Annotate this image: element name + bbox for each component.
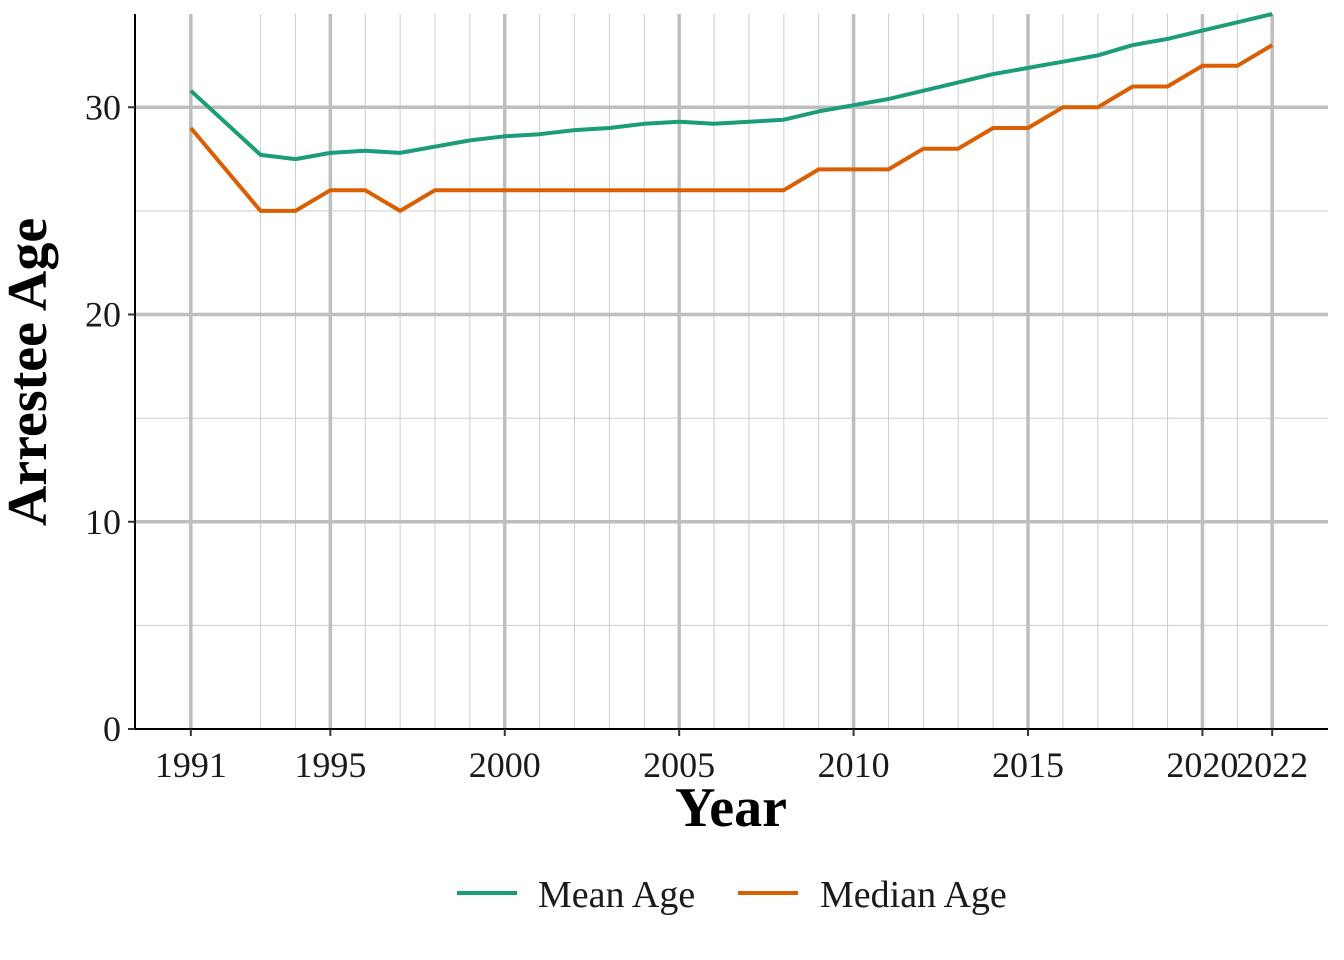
legend-label-mean-age: Mean Age (538, 874, 695, 916)
x-axis-title: Year (675, 777, 787, 839)
grid-major (135, 14, 1328, 729)
y-tick-label: 0 (103, 709, 121, 749)
x-tick-label: 2015 (992, 745, 1064, 785)
x-tick-label: 2000 (469, 745, 541, 785)
x-tick-label: 1991 (155, 745, 227, 785)
x-tick-label: 2022 (1236, 745, 1308, 785)
grid-minor (135, 14, 1328, 729)
y-tick-label: 30 (85, 87, 121, 127)
y-tick-label: 20 (85, 295, 121, 335)
x-tick-label: 2005 (643, 745, 715, 785)
legend-label-median-age: Median Age (820, 874, 1007, 916)
y-tick-label: 10 (85, 502, 121, 542)
series-line-median-age (189, 43, 1274, 213)
x-tick-label: 1995 (294, 745, 366, 785)
y-tick-labels: 0 10 20 30 (85, 87, 121, 749)
legend: Mean Age Median Age (457, 874, 1007, 916)
series-lines (189, 12, 1274, 213)
y-axis-title: Arrestee Age (0, 218, 59, 526)
x-tick-label: 2010 (818, 745, 890, 785)
axes (128, 14, 1328, 736)
x-tick-label: 2020 (1166, 745, 1238, 785)
series-line-mean-age (189, 12, 1273, 162)
